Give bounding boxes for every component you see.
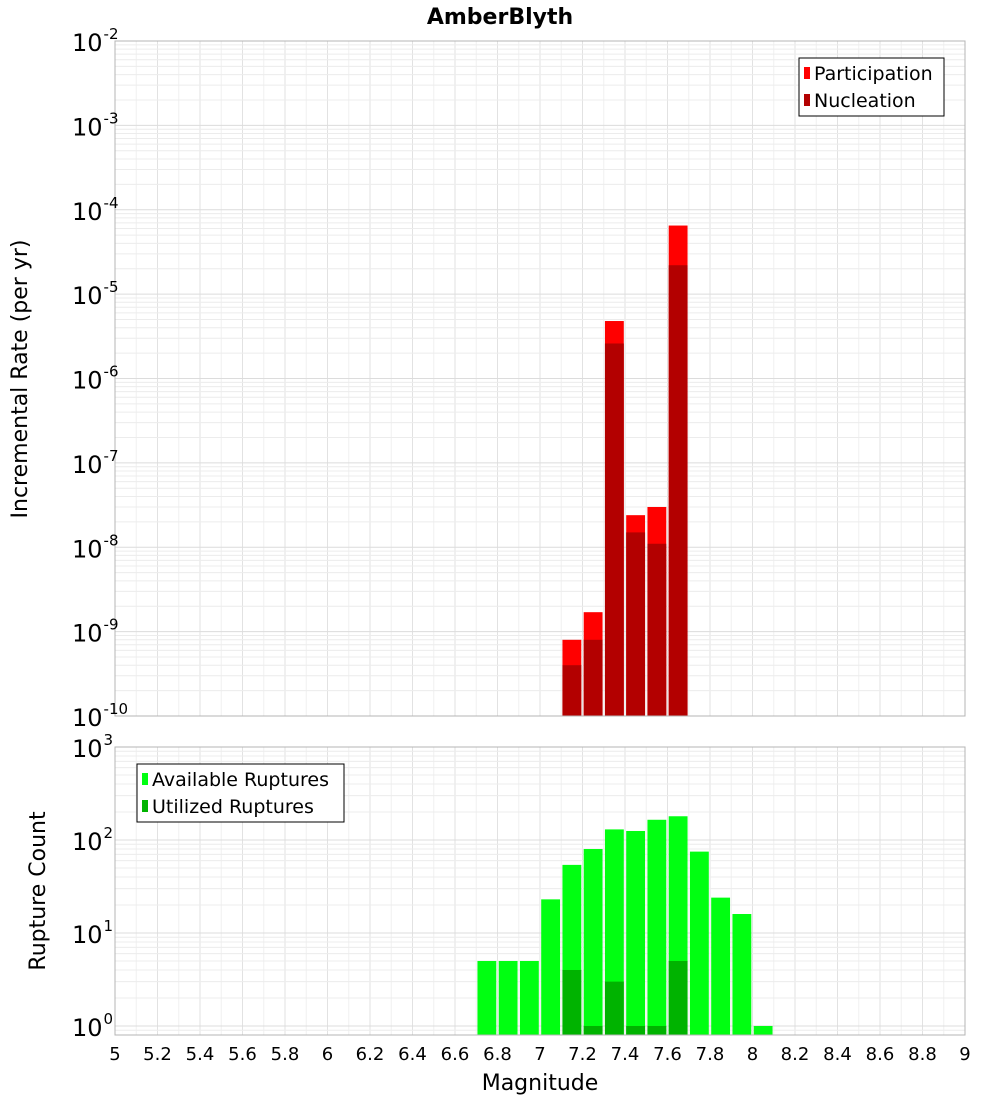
bottom-bar [498,960,518,1035]
bottom-bar [626,830,646,1035]
bottom-bar [753,1025,773,1035]
bottom-bar [583,849,603,1035]
x-tick-label: 9 [959,1044,970,1065]
bottom-series-1 [477,816,773,1035]
bottom-legend-swatch [142,800,148,812]
x-tick-label: 5.4 [186,1044,215,1065]
x-axis-label: Magnitude [482,1071,599,1096]
bottom-bar [562,969,582,1035]
bottom-bar [477,960,497,1035]
top-plot-frame [114,40,966,717]
bottom-y-axis-label: Rupture Count [26,811,51,971]
bottom-legend-swatch [142,773,148,785]
x-tick-label: 5 [109,1044,120,1065]
top-y-tick-label: 10-4 [72,194,119,226]
bottom-bar [519,960,539,1035]
top-bar [562,665,582,716]
bottom-bar [604,981,624,1035]
bottom-bar [626,1025,646,1035]
x-tick-label: 8.8 [908,1044,937,1065]
top-legend-swatch [804,67,810,79]
top-y-tick-label: 10-7 [72,447,119,479]
x-tick-label: 8.2 [781,1044,810,1065]
x-tick-label: 7.2 [568,1044,597,1065]
x-tick-label: 6.2 [356,1044,385,1065]
top-bar [626,532,646,716]
bottom-bar [689,851,709,1035]
top-bar [583,639,603,716]
x-tick-label: 7.6 [653,1044,682,1065]
bottom-x-ticks: 5 5.2 5.4 5.6 5.8 6 6.2 6.4 6.6 6.8 7 7.2 7.4 7.6 7.8 8… [109,1044,970,1065]
top-grid [114,41,966,717]
top-bar [668,265,688,716]
bottom-bar [732,914,752,1035]
top-series-2 [562,265,688,716]
bottom-bar [583,1025,603,1035]
x-tick-label: 6.4 [398,1044,427,1065]
x-tick-label: 5.6 [228,1044,257,1065]
bottom-legend-label: Utilized Ruptures [152,796,314,818]
bottom-y-tick-label: 101 [72,917,113,949]
x-tick-label: 7 [534,1044,545,1065]
top-legend-box [798,57,945,117]
top-legend-label: Participation [814,63,933,85]
top-y-tick-label: 10-3 [72,109,119,141]
bottom-series-2 [562,960,688,1035]
top-legend-swatch [804,94,810,106]
x-tick-label: 6.8 [483,1044,512,1065]
bottom-bar [647,819,667,1035]
bottom-bar [541,899,561,1035]
top-plot-panel: 10-1010-910-810-710-610-510-410-310-2Par… [72,25,966,732]
top-legend-label: Nucleation [814,90,916,112]
x-tick-label: 5.8 [271,1044,300,1065]
bottom-legend: Available Ruptures Utilized Ruptures [136,763,345,823]
x-tick-label: 8.6 [866,1044,895,1065]
top-bar [647,543,667,716]
x-tick-label: 7.8 [696,1044,725,1065]
x-tick-label: 5.2 [143,1044,172,1065]
bottom-bar [647,1025,667,1035]
bottom-legend-label: Available Ruptures [152,769,329,791]
x-tick-label: 7.4 [611,1044,640,1065]
chart-title: AmberBlyth [427,5,573,30]
bottom-legend-box [136,763,345,823]
x-tick-label: 6.6 [441,1044,470,1065]
bottom-bar [668,960,688,1035]
x-tick-label: 6 [322,1044,333,1065]
top-bar [604,343,624,716]
top-legend: Participation Nucleation [798,57,945,117]
x-tick-label: 8.4 [823,1044,852,1065]
bottom-bar [711,897,731,1035]
x-tick-label: 8 [747,1044,758,1065]
bottom-plot-frame [114,746,966,1036]
top-y-axis-label: Incremental Rate (per yr) [8,240,33,519]
